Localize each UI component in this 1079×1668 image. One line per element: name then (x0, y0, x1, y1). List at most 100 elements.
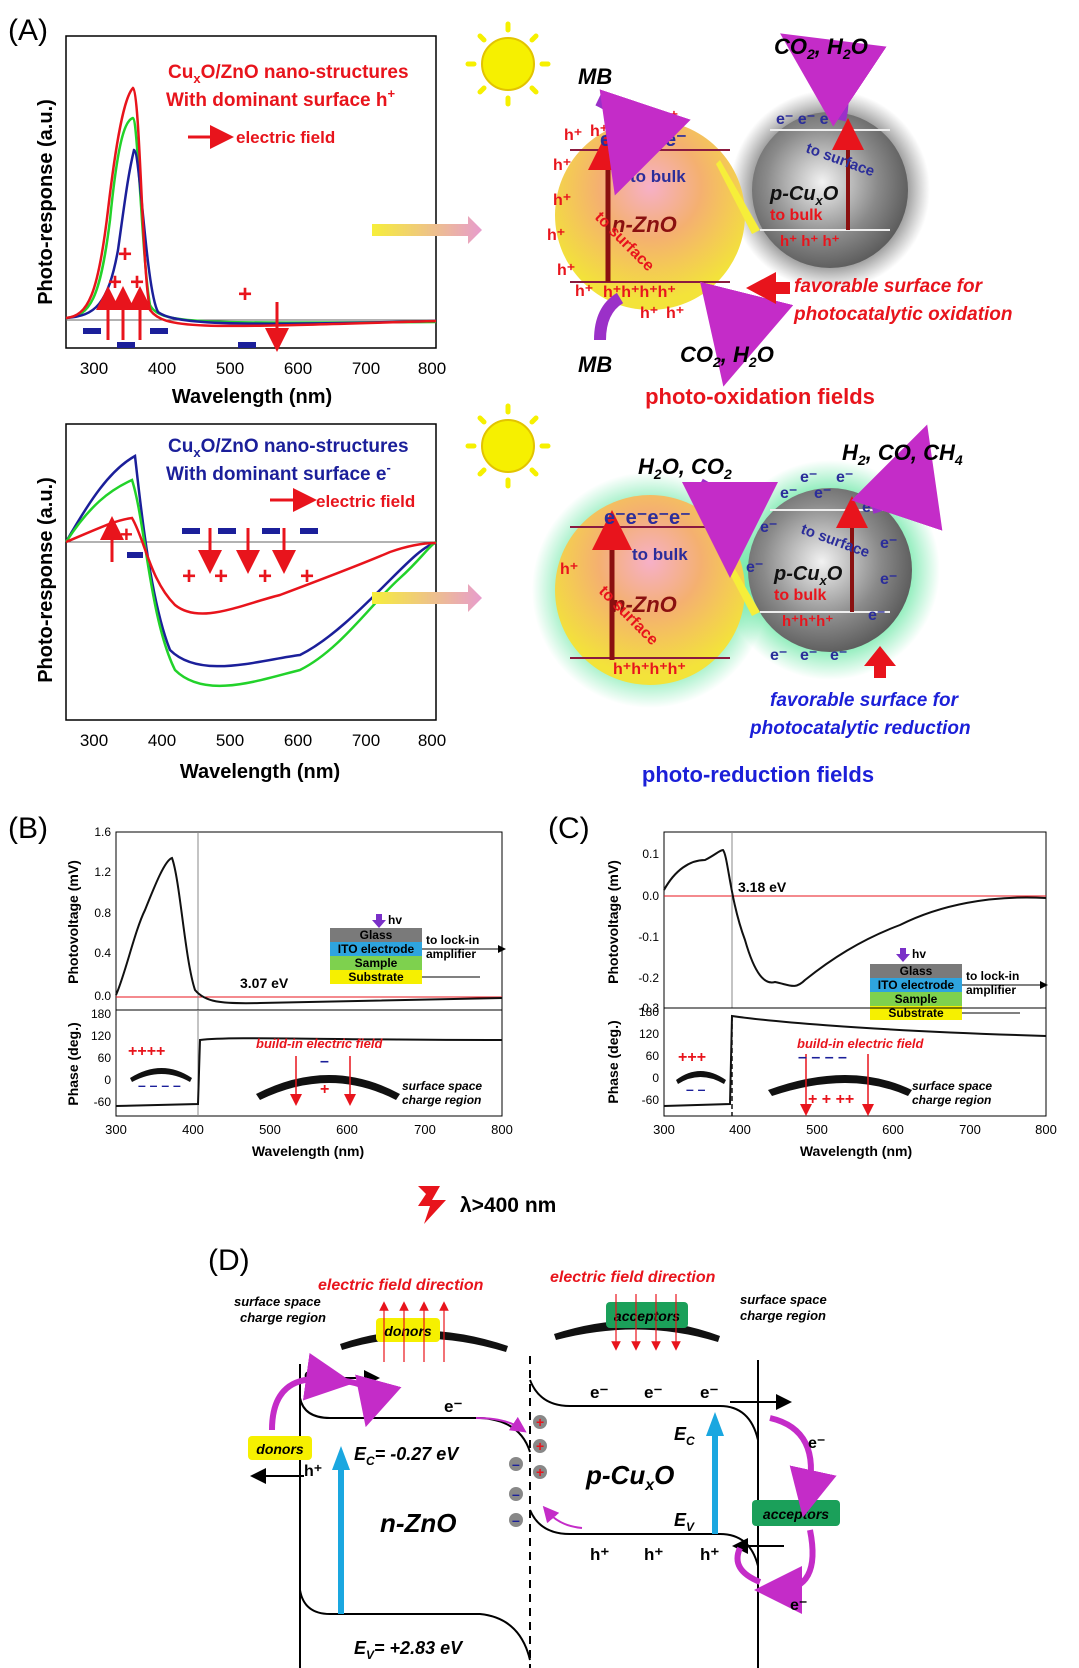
svg-text:+: + (536, 1464, 544, 1480)
svg-text:CuxO/ZnO nano-structures: CuxO/ZnO nano-structures (168, 62, 409, 86)
svg-text:e⁻: e⁻ (830, 647, 847, 664)
svg-text:to lock-in: to lock-in (966, 969, 1019, 983)
svg-text:CuxO/ZnO nano-structures: CuxO/ZnO nano-structures (168, 436, 409, 460)
svg-text:h⁺: h⁺ (575, 283, 593, 300)
svg-text:Sample: Sample (355, 956, 398, 970)
svg-text:e⁻: e⁻ (836, 469, 853, 486)
svg-text:EC= -0.27 eV: EC= -0.27 eV (354, 1444, 460, 1468)
svg-text:Glass: Glass (900, 964, 933, 978)
svg-text:500: 500 (216, 731, 244, 750)
sun-icon (465, 403, 551, 489)
svg-text:400: 400 (729, 1122, 751, 1137)
svg-text:e⁻e⁻e⁻e⁻: e⁻e⁻e⁻e⁻ (600, 129, 687, 151)
svg-text:500: 500 (216, 359, 244, 378)
svg-text:+: + (320, 1081, 329, 1098)
svg-text:60: 60 (646, 1049, 660, 1063)
svg-text:h⁺h⁺h⁺: h⁺h⁺h⁺ (782, 613, 833, 630)
svg-text:500: 500 (259, 1122, 281, 1137)
svg-text:ITO electrode: ITO electrode (878, 978, 955, 992)
svg-text:+: + (536, 1414, 544, 1430)
svg-text:Substrate: Substrate (348, 970, 404, 984)
svg-text:amplifier: amplifier (426, 947, 476, 961)
svg-text:favorable surface for: favorable surface for (770, 690, 960, 711)
svg-text:-0.3: -0.3 (638, 1001, 659, 1015)
svg-text:e⁻e⁻e⁻e⁻: e⁻e⁻e⁻e⁻ (604, 507, 691, 529)
svg-text:to bulk: to bulk (630, 167, 686, 186)
svg-text:With dominant surface h+: With dominant surface h+ (166, 86, 396, 111)
svg-text:e⁻: e⁻ (868, 607, 885, 624)
svg-text:h⁺h⁺h⁺h⁺: h⁺h⁺h⁺h⁺ (613, 661, 686, 678)
svg-text:e⁻: e⁻ (800, 647, 817, 664)
svg-text:0.8: 0.8 (94, 906, 111, 920)
svg-text:favorable surface for: favorable surface for (794, 276, 984, 297)
svg-text:e⁻: e⁻ (880, 571, 897, 588)
svg-text:h⁺: h⁺ (553, 157, 571, 174)
svg-text:Sample: Sample (895, 992, 938, 1006)
svg-text:+: + (118, 241, 132, 268)
svg-text:Photo-response (a.u.): Photo-response (a.u.) (35, 477, 57, 683)
svg-text:e⁻: e⁻ (780, 485, 797, 502)
svg-text:CO2, H2O: CO2, H2O (680, 342, 774, 370)
svg-text:– –: – – (686, 1081, 706, 1097)
svg-text:400: 400 (148, 359, 176, 378)
svg-text:Wavelength (nm): Wavelength (nm) (180, 761, 340, 783)
panel-c-chart: 0.1 0.0 -0.1 -0.2 -0.3 Photovoltage (mV)… (605, 831, 1057, 1159)
svg-text:h⁺h⁺h⁺h⁺: h⁺h⁺h⁺h⁺ (603, 284, 676, 301)
panel-d-label: (D) (208, 1244, 250, 1277)
svg-text:e⁻: e⁻ (644, 1383, 662, 1402)
svg-text:ITO electrode: ITO electrode (338, 942, 415, 956)
svg-text:Photovoltage (mV): Photovoltage (mV) (605, 860, 621, 984)
svg-text:h⁺: h⁺ (557, 262, 575, 279)
c-phase-curve (663, 1014, 1047, 1107)
svg-text:Wavelength (nm): Wavelength (nm) (800, 1143, 912, 1159)
svg-text:n-ZnO: n-ZnO (380, 1508, 457, 1538)
svg-text:h⁺: h⁺ (590, 1545, 609, 1564)
svg-text:-60: -60 (642, 1093, 660, 1107)
svg-text:to bulk: to bulk (632, 545, 688, 564)
svg-text:h⁺: h⁺ (666, 305, 684, 322)
svg-text:700: 700 (352, 359, 380, 378)
svg-text:600: 600 (882, 1122, 904, 1137)
bottom-red-curve (65, 516, 437, 615)
svg-text:0: 0 (104, 1073, 111, 1087)
svg-text:h⁺: h⁺ (590, 123, 608, 140)
svg-text:-0.2: -0.2 (638, 971, 659, 985)
svg-text:+: + (214, 563, 228, 590)
svg-text:p-CuxO: p-CuxO (769, 183, 839, 208)
svg-text:MB: MB (578, 352, 612, 377)
svg-text:h⁺: h⁺ (560, 561, 578, 578)
svg-text:e⁻: e⁻ (808, 1435, 825, 1452)
svg-text:surface space: surface space (402, 1079, 482, 1093)
panel-a-bottom-chart: + + + + + CuxO/ZnO nano-structures With … (35, 423, 446, 783)
svg-text:e⁻: e⁻ (814, 485, 831, 502)
panel-b-label: (B) (8, 812, 48, 845)
svg-text:With dominant surface e-: With dominant surface e- (166, 460, 391, 485)
svg-text:+: + (108, 269, 122, 296)
bottom-blue-curve (64, 453, 437, 668)
svg-text:e⁻: e⁻ (742, 485, 759, 502)
electric-field-legend: electric field (236, 128, 335, 147)
svg-text:surface space: surface space (740, 1292, 827, 1307)
photo-oxidation-diagram: e⁻e⁻e⁻e⁻ to bulk n-ZnO to surface h⁺h⁺h⁺… (547, 33, 1013, 409)
svg-text:charge region: charge region (240, 1310, 326, 1325)
svg-text:h⁺ h⁺ h⁺: h⁺ h⁺ h⁺ (780, 233, 840, 250)
svg-text:e⁻: e⁻ (700, 1383, 718, 1402)
svg-text:0.4: 0.4 (94, 946, 111, 960)
photo-oxidation-caption: photo-oxidation fields (645, 384, 875, 409)
svg-text:h⁺: h⁺ (700, 1545, 719, 1564)
svg-text:donors: donors (384, 1323, 432, 1339)
svg-text:photocatalytic oxidation: photocatalytic oxidation (793, 304, 1013, 325)
svg-text:e⁻: e⁻ (880, 535, 897, 552)
photo-reduction-diagram: e⁻e⁻e⁻e⁻ to bulk n-ZnO to surface h⁺h⁺h⁺… (532, 424, 971, 787)
svg-text:electric field direction: electric field direction (550, 1269, 716, 1286)
svg-text:180: 180 (91, 1007, 111, 1021)
svg-text:h⁺: h⁺ (564, 127, 582, 144)
panel-b-chart: 1.6 1.2 0.8 0.4 0.0 Photovoltage (mV) 3.… (65, 825, 513, 1159)
svg-text:0.1: 0.1 (642, 847, 659, 861)
svg-text:to bulk: to bulk (770, 207, 823, 224)
photo-reduction-caption: photo-reduction fields (642, 762, 874, 787)
svg-text:charge region: charge region (402, 1093, 481, 1107)
svg-text:acceptors: acceptors (763, 1506, 829, 1522)
panel-a-label: (A) (8, 14, 48, 47)
svg-text:donors: donors (256, 1441, 304, 1457)
